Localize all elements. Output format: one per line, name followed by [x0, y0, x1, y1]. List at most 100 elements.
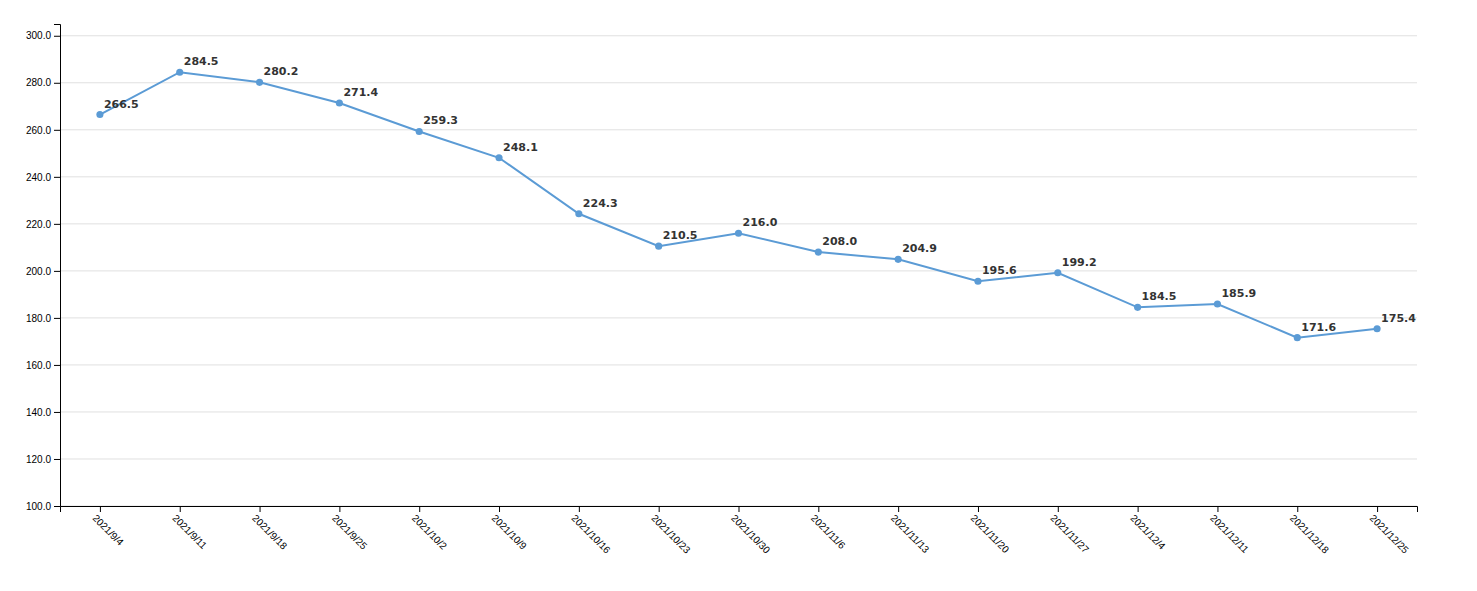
x-tick: 2021/10/2 — [410, 506, 450, 552]
x-tick-mark — [579, 506, 580, 512]
x-tick-label: 2021/12/18 — [1288, 512, 1331, 555]
y-tick-mark — [54, 506, 60, 507]
data-label: 280.2 — [264, 65, 299, 78]
chart: 100.0 120.0 140.0 160.0 180.0 200.0 220.0 240.0… — [0, 0, 1477, 591]
marker — [1054, 269, 1061, 276]
data-label: 271.4 — [343, 86, 378, 99]
y-tick: 260.0 — [26, 125, 60, 136]
marker — [1214, 300, 1221, 307]
x-tick-mark — [499, 506, 500, 512]
x-tick-label: 2021/9/25 — [330, 512, 370, 552]
x-tick: 2021/12/25 — [1368, 506, 1411, 556]
y-tick-mark — [54, 224, 60, 225]
grid-line — [60, 411, 1417, 412]
y-tick: 180.0 — [26, 313, 60, 324]
y-tick: 120.0 — [26, 454, 60, 465]
grid — [60, 36, 1417, 506]
y-tick-mark — [54, 459, 60, 460]
x-tick-label: 2021/10/2 — [410, 512, 450, 552]
y-tick-label: 260.0 — [26, 125, 51, 136]
y-tick-mark — [54, 177, 60, 178]
x-tick-label: 2021/12/11 — [1208, 512, 1251, 555]
y-axis-line — [54, 25, 61, 507]
x-tick-mark — [898, 506, 899, 512]
grid-line — [60, 129, 1417, 130]
x-tick-mark — [1138, 506, 1139, 512]
marker — [655, 243, 662, 250]
marker — [735, 230, 742, 237]
x-tick-mark — [659, 506, 660, 512]
x-tick-mark — [1058, 506, 1059, 512]
x-tick-mark — [1297, 506, 1298, 512]
data-label: 171.6 — [1301, 321, 1336, 334]
x-tick: 2021/10/30 — [729, 506, 772, 556]
line — [100, 72, 1377, 337]
x-tick-label: 2021/10/9 — [490, 512, 530, 552]
data-label: 266.5 — [104, 98, 139, 111]
y-tick: 100.0 — [26, 501, 60, 512]
x-tick: 2021/12/4 — [1128, 506, 1168, 552]
y-tick: 240.0 — [26, 172, 60, 183]
y-tick-label: 160.0 — [26, 360, 51, 371]
y-tick-mark — [54, 271, 60, 272]
x-tick: 2021/10/16 — [569, 506, 612, 556]
x-tick-label: 2021/11/13 — [889, 512, 932, 555]
grid-line — [60, 223, 1417, 224]
grid-line — [60, 364, 1417, 365]
data-label: 195.6 — [982, 264, 1017, 277]
x-tick-mark — [1377, 506, 1378, 512]
x-tick-mark — [739, 506, 740, 512]
x-tick-label: 2021/11/6 — [809, 512, 848, 551]
x-tick: 2021/9/25 — [330, 506, 370, 552]
x-tick-label: 2021/10/16 — [569, 512, 612, 555]
grid-line — [60, 35, 1417, 36]
x-tick-label: 2021/11/20 — [969, 512, 1012, 555]
data-label: 204.9 — [902, 242, 937, 255]
x-tick: 2021/11/6 — [809, 506, 848, 551]
y-tick-mark — [54, 412, 60, 413]
x-tick-mark — [1217, 506, 1218, 512]
y-tick: 280.0 — [26, 77, 60, 88]
y-tick-mark — [54, 36, 60, 37]
x-tick: 2021/12/11 — [1208, 506, 1251, 555]
grid-line — [60, 317, 1417, 318]
y-tick-label: 200.0 — [26, 266, 51, 277]
y-tick-mark — [54, 130, 60, 131]
x-tick-mark — [100, 506, 101, 512]
x-tick: 2021/10/9 — [490, 506, 530, 552]
x-tick-label: 2021/9/11 — [170, 512, 209, 551]
x-tick-mark — [180, 506, 181, 512]
marker — [815, 249, 822, 256]
grid-line — [60, 176, 1417, 177]
data-label: 216.0 — [743, 216, 778, 229]
y-tick-label: 100.0 — [26, 501, 51, 512]
y-tick: 220.0 — [26, 219, 60, 230]
x-tick: 2021/10/23 — [649, 506, 692, 556]
data-label: 248.1 — [503, 141, 538, 154]
y-tick: 300.0 — [26, 30, 60, 41]
x-tick: 2021/9/18 — [250, 506, 290, 552]
x-tick-label: 2021/9/18 — [250, 512, 290, 552]
x-tick: 2021/12/18 — [1288, 506, 1331, 556]
y-tick: 140.0 — [26, 407, 60, 418]
y-tick: 160.0 — [26, 360, 60, 371]
grid-line — [60, 270, 1417, 271]
y-tick-label: 140.0 — [26, 407, 51, 418]
x-tick-label: 2021/12/25 — [1368, 512, 1411, 555]
plot: 100.0 120.0 140.0 160.0 180.0 200.0 220.0 240.0… — [26, 25, 1418, 556]
x-tick-label: 2021/12/4 — [1128, 512, 1168, 552]
marker — [895, 256, 902, 263]
y-tick-label: 180.0 — [26, 313, 51, 324]
x-tick-label: 2021/9/4 — [91, 512, 127, 548]
marker — [256, 79, 263, 86]
data-label: 284.5 — [184, 55, 219, 68]
x-tick-mark — [818, 506, 819, 512]
y-tick-label: 120.0 — [26, 454, 51, 465]
data-label: 175.4 — [1381, 312, 1416, 325]
x-axis: 2021/9/4 2021/9/11 2021/9/18 2021/9/25 2021/… — [61, 506, 1418, 556]
data-label: 185.9 — [1221, 287, 1256, 300]
x-tick-mark — [260, 506, 261, 512]
x-tick: 2021/11/20 — [969, 506, 1012, 555]
data-label: 224.3 — [583, 197, 618, 210]
x-tick-mark — [978, 506, 979, 512]
